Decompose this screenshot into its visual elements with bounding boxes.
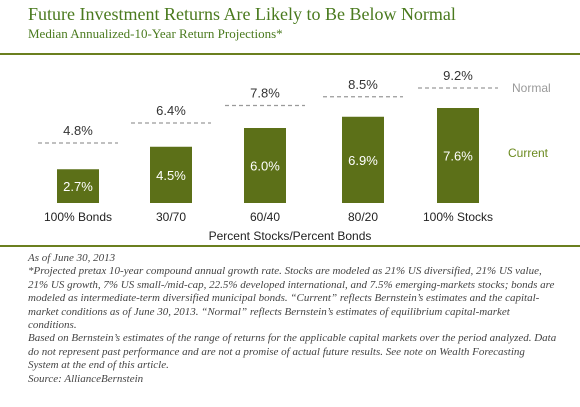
footnote-date: As of June 30, 2013 <box>28 252 116 264</box>
current-value-label: 6.0% <box>250 159 280 174</box>
bar-chart: 2.7% 4.8% 100% Bonds 4.5% 6.4% 30/70 6.0% 7.8% 6… <box>38 68 551 224</box>
current-value-label: 6.9% <box>348 153 378 168</box>
current-bar <box>244 128 286 203</box>
x-axis-title: Percent Stocks/Percent Bonds <box>208 229 372 243</box>
normal-value-label: 9.2% <box>443 68 473 83</box>
top-divider <box>0 53 580 55</box>
footnote-disclaimer: Based on Bernstein’s estimates of the ra… <box>28 332 557 372</box>
footnote-methodology: *Projected pretax 10-year compound annua… <box>28 265 555 332</box>
current-value-label: 2.7% <box>63 179 93 194</box>
category-label: 80/20 <box>348 210 378 224</box>
normal-value-label: 7.8% <box>250 86 280 101</box>
current-bar <box>57 169 99 203</box>
bottom-divider <box>0 245 580 247</box>
category-label: 100% Stocks <box>423 210 493 224</box>
chart-title: Future Investment Returns Are Likely to … <box>28 4 456 24</box>
legend-normal: Normal <box>512 81 551 95</box>
normal-value-label: 4.8% <box>63 123 93 138</box>
category-label: 30/70 <box>156 210 186 224</box>
footnote-source: Source: AllianceBernstein <box>28 372 144 385</box>
category-label: 100% Bonds <box>44 210 112 224</box>
current-bar <box>342 116 384 203</box>
legend-current: Current <box>508 146 549 160</box>
current-value-label: 4.5% <box>156 168 186 183</box>
category-label: 60/40 <box>250 210 280 224</box>
current-bar <box>150 146 192 203</box>
normal-value-label: 8.5% <box>348 77 378 92</box>
footnotes: As of June 30, 2013 *Projected pretax 10… <box>28 252 558 386</box>
normal-value-label: 6.4% <box>156 103 186 118</box>
current-value-label: 7.6% <box>443 149 473 164</box>
current-bar <box>437 108 479 203</box>
chart-subtitle: Median Annualized-10-Year Return Project… <box>28 26 283 41</box>
